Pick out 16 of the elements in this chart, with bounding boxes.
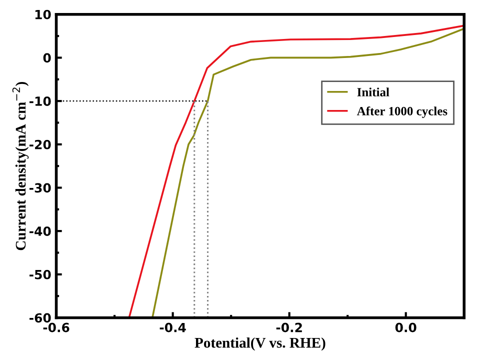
y-tick-label: -10	[30, 96, 51, 106]
y-tick-label: -30	[30, 183, 51, 193]
x-tick-label: 0.0	[395, 322, 416, 332]
y-axis-title: Current density(mA cm$^{−2}$)	[12, 82, 29, 250]
x-tick-label: -0.6	[43, 322, 70, 332]
legend-label: After 1000 cycles	[356, 106, 448, 118]
x-tick-label: -0.4	[160, 322, 186, 332]
x-tick-label: -0.2	[276, 322, 302, 332]
y-tick-label: -20	[30, 140, 51, 150]
y-tick-label: -60	[30, 313, 51, 323]
x-axis-title: Potential(V vs. RHE)	[194, 337, 326, 351]
y-tick-label: 0	[43, 53, 51, 63]
legend-label: Initial	[357, 88, 390, 96]
y-tick-label: -50	[30, 270, 51, 280]
y-tick-label: -40	[30, 226, 51, 236]
y-tick-label: 10	[35, 10, 51, 20]
